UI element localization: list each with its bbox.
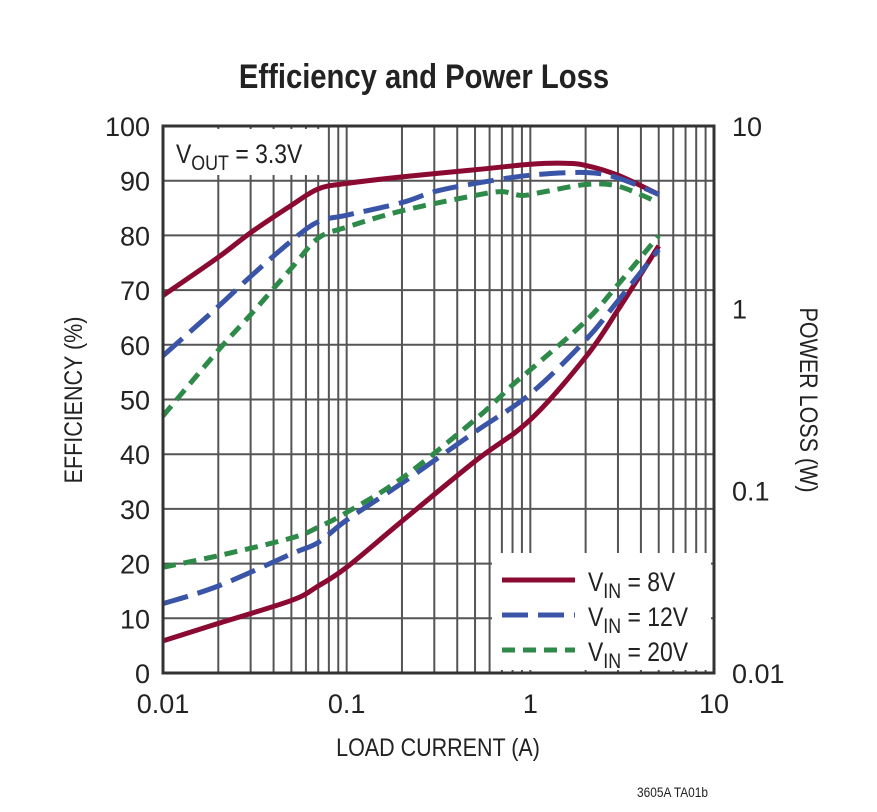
y2-tick-label: 10	[732, 112, 762, 142]
y-axis-label: EFFICIENCY (%)	[59, 317, 87, 484]
x-tick-label: 10	[699, 689, 729, 719]
y-tick-label: 20	[120, 550, 150, 580]
efficiency-curve-1	[161, 160, 660, 298]
y2-tick-label: 0.1	[732, 477, 770, 507]
power-loss-curve-2	[162, 248, 661, 607]
y2-tick-label: 0.01	[732, 659, 785, 689]
efficiency-curve-3	[161, 181, 660, 418]
svg-text:VOUT = 3.3V: VOUT = 3.3V	[176, 139, 303, 175]
y2-tick-label: 1	[732, 294, 747, 324]
y-tick-label: 10	[120, 604, 150, 634]
x-axis-label: LOAD CURRENT (A)	[336, 733, 540, 761]
y-tick-label: 70	[120, 276, 150, 306]
power-loss-curve-1	[162, 244, 661, 644]
y-tick-label: 90	[120, 167, 150, 197]
efficiency-curve-2	[161, 169, 660, 358]
y2-axis-label: POWER LOSS (W)	[795, 307, 823, 492]
y-tick-label: 40	[120, 440, 150, 470]
chart-title: Efficiency and Power Loss	[239, 57, 609, 96]
footnote: 3605A TA01b	[637, 784, 708, 800]
x-tick-labels: 0.01 0.1 1 10	[137, 689, 729, 719]
legend-label: VIN = 12V	[588, 602, 688, 638]
vout-annotation: VOUT = 3.3V	[166, 129, 326, 175]
y-tick-label: 100	[105, 112, 150, 142]
y-tick-label: 50	[120, 386, 150, 416]
x-tick-label: 0.01	[137, 689, 190, 719]
y-tick-label: 0	[135, 659, 150, 689]
y-tick-labels: 0 10 20 30 40 50 60 70 80 90 100	[105, 112, 150, 689]
y-tick-label: 80	[120, 221, 150, 251]
x-tick-label: 0.1	[328, 689, 366, 719]
curves	[161, 160, 661, 644]
y-tick-label: 30	[120, 495, 150, 525]
x-tick-label: 1	[523, 689, 538, 719]
y2-tick-labels: 0.01 0.1 1 10	[732, 112, 785, 689]
power-loss-curve-3	[162, 234, 661, 570]
legend-label: VIN = 20V	[588, 637, 688, 673]
plot-frame	[161, 124, 716, 675]
legend-label: VIN = 8V	[588, 567, 676, 603]
y-tick-label: 60	[120, 331, 150, 361]
